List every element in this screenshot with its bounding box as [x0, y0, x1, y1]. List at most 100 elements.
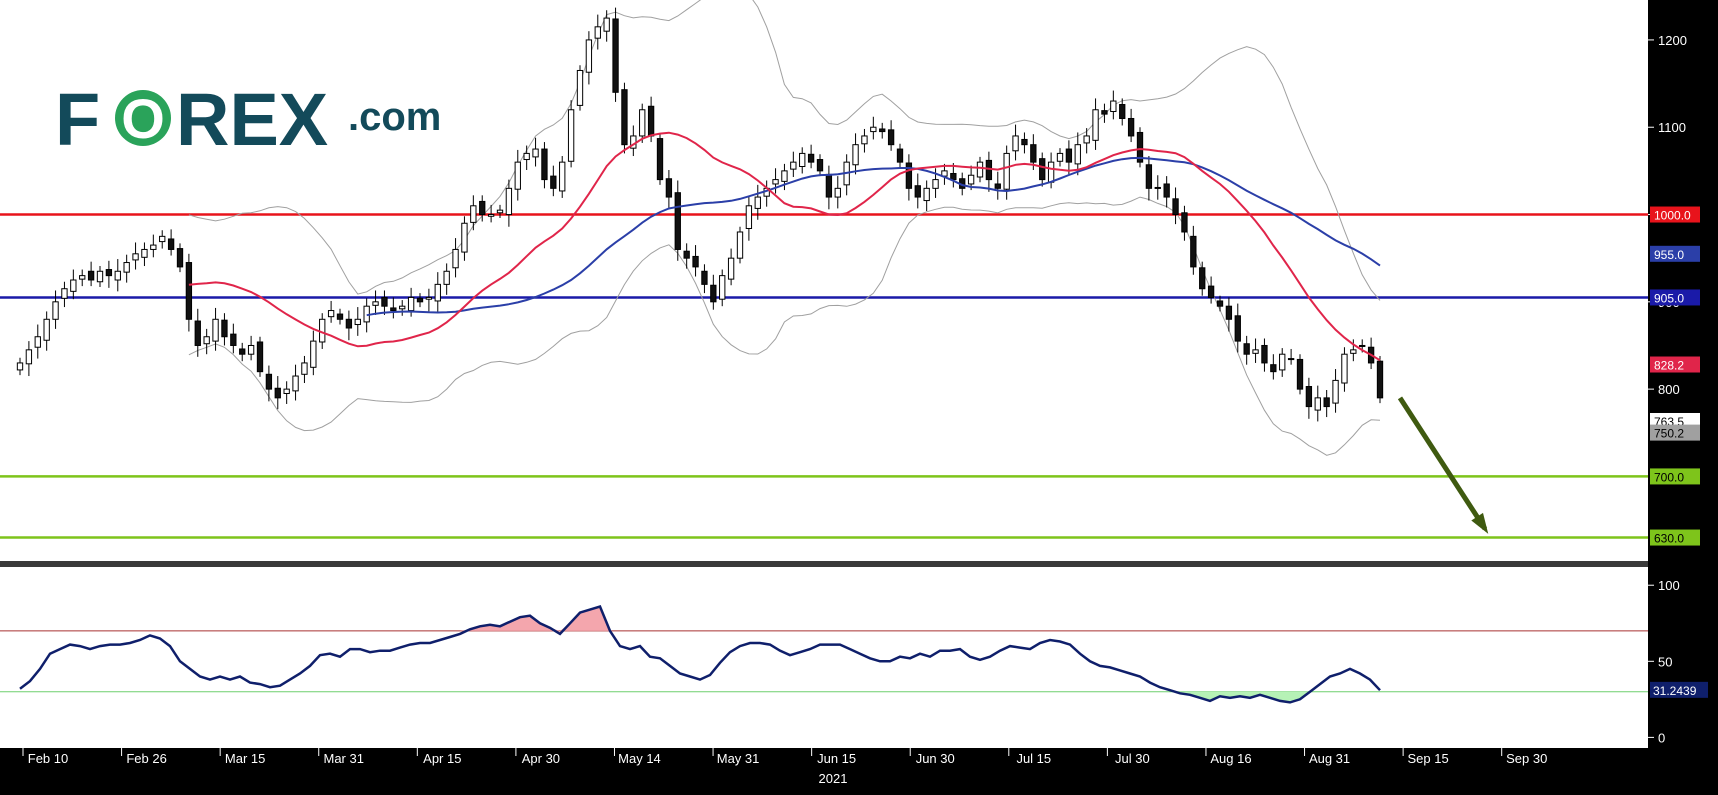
rsi-panel — [0, 604, 1648, 704]
candle-body-126 — [1136, 131, 1144, 163]
candle-body-19 — [185, 262, 193, 320]
panel-divider — [0, 561, 1648, 567]
date-tick-label-9: Jun 30 — [916, 751, 955, 766]
candle-body-139 — [1252, 349, 1259, 354]
candle-body-71 — [647, 105, 655, 137]
candle-body-109 — [985, 159, 993, 181]
candle-body-67 — [612, 18, 619, 93]
candle-body-120 — [1083, 135, 1090, 144]
candle-body-105 — [950, 172, 957, 181]
candle-body-116 — [1047, 161, 1055, 183]
logo-letter-o: O — [121, 87, 165, 150]
candle-body-17 — [167, 238, 175, 250]
candle-body-134 — [1207, 285, 1215, 298]
candle-body-137 — [1234, 315, 1241, 342]
candle-body-73 — [665, 178, 673, 198]
candle-body-75 — [683, 250, 690, 259]
candle-body-11 — [114, 270, 121, 281]
candle-body-46 — [425, 296, 433, 300]
candle-body-76 — [692, 255, 699, 268]
candle-body-119 — [1074, 144, 1081, 165]
candle-body-42 — [390, 307, 397, 312]
candle-body-98 — [887, 129, 895, 146]
candle-body-80 — [727, 257, 735, 280]
candle-body-21 — [203, 336, 210, 345]
candle-body-44 — [407, 296, 415, 312]
rsi-last-label-bg — [1650, 681, 1708, 698]
candle-body-90 — [816, 159, 824, 172]
down-arrow-head — [1471, 512, 1489, 534]
candle-body-60 — [550, 175, 557, 189]
candle-body-31 — [292, 375, 299, 392]
date-tick-label-10: Jul 15 — [1016, 751, 1051, 766]
date-tick-label-0: Feb 10 — [28, 751, 68, 766]
candle-body-103 — [932, 179, 939, 189]
candle-body-89 — [807, 153, 815, 163]
candle-body-0 — [16, 362, 24, 371]
candle-body-77 — [701, 270, 708, 285]
candle-body-47 — [434, 283, 441, 302]
candle-body-41 — [381, 296, 388, 307]
candle-body-113 — [1021, 138, 1028, 146]
date-tick-label-8: Jun 15 — [817, 751, 856, 766]
candle-body-118 — [1065, 148, 1073, 163]
candle-body-140 — [1261, 344, 1268, 364]
candle-body-143 — [1287, 358, 1295, 361]
price-tick-label-3: 1100 — [1658, 120, 1686, 135]
candle-body-99 — [896, 148, 904, 163]
candle-body-14 — [141, 248, 148, 258]
candle-body-35 — [327, 310, 335, 318]
candle-body-85 — [772, 179, 779, 185]
candle-body-125 — [1127, 117, 1135, 137]
candle-body-95 — [861, 135, 868, 145]
candle-body-110 — [994, 183, 1001, 189]
candle-body-48 — [443, 270, 450, 285]
price-panel — [0, 0, 1648, 539]
candle-body-132 — [1190, 235, 1197, 268]
rsi-last-label: 31.2439 — [1653, 684, 1697, 698]
candle-body-56 — [514, 161, 521, 190]
candle-body-141 — [1270, 364, 1277, 373]
year-label: 2021 — [819, 771, 848, 786]
candle-body-88 — [799, 152, 806, 168]
candle-body-102 — [923, 187, 930, 202]
level-label-1-bg — [1650, 289, 1700, 306]
candle-body-63 — [576, 69, 584, 106]
candle-body-9 — [96, 270, 104, 283]
candle-body-3 — [43, 318, 50, 341]
candle-body-15 — [150, 244, 157, 250]
candle-body-115 — [1039, 158, 1046, 181]
candle-body-26 — [247, 344, 255, 355]
candle-body-55 — [505, 187, 513, 216]
candle-body-54 — [496, 209, 504, 214]
ma-long-label: 955.0 — [1654, 248, 1684, 262]
logo-suffix: .com — [348, 95, 441, 139]
candle-body-23 — [221, 319, 228, 338]
candle-body-2 — [34, 336, 41, 348]
candle-body-5 — [61, 288, 68, 299]
candle-body-117 — [1056, 152, 1064, 162]
candle-body-135 — [1216, 300, 1224, 307]
candle-body-6 — [70, 279, 77, 292]
candle-body-121 — [1092, 109, 1099, 141]
candle-body-8 — [87, 270, 95, 281]
candle-body-136 — [1225, 305, 1233, 320]
candle-body-151 — [1359, 344, 1366, 347]
level-label-0-bg — [1650, 206, 1700, 223]
bollinger-upper-line — [188, 0, 1381, 301]
candle-body-107 — [967, 174, 975, 185]
candle-body-100 — [905, 162, 913, 189]
candle-body-65 — [594, 26, 601, 39]
candle-body-114 — [1030, 144, 1037, 163]
price-tick-label-4: 1200 — [1658, 33, 1687, 48]
down-arrow-shaft — [1397, 396, 1488, 531]
candle-body-22 — [212, 318, 219, 342]
candle-body-62 — [567, 109, 575, 162]
candle-body-131 — [1181, 212, 1188, 233]
candle-body-108 — [976, 161, 984, 178]
candle-body-147 — [1323, 397, 1330, 408]
rsi-tick-label-2: 100 — [1658, 578, 1680, 593]
level-label-1: 905.0 — [1654, 291, 1684, 305]
candle-body-111 — [1003, 152, 1010, 190]
candle-body-97 — [879, 128, 886, 133]
